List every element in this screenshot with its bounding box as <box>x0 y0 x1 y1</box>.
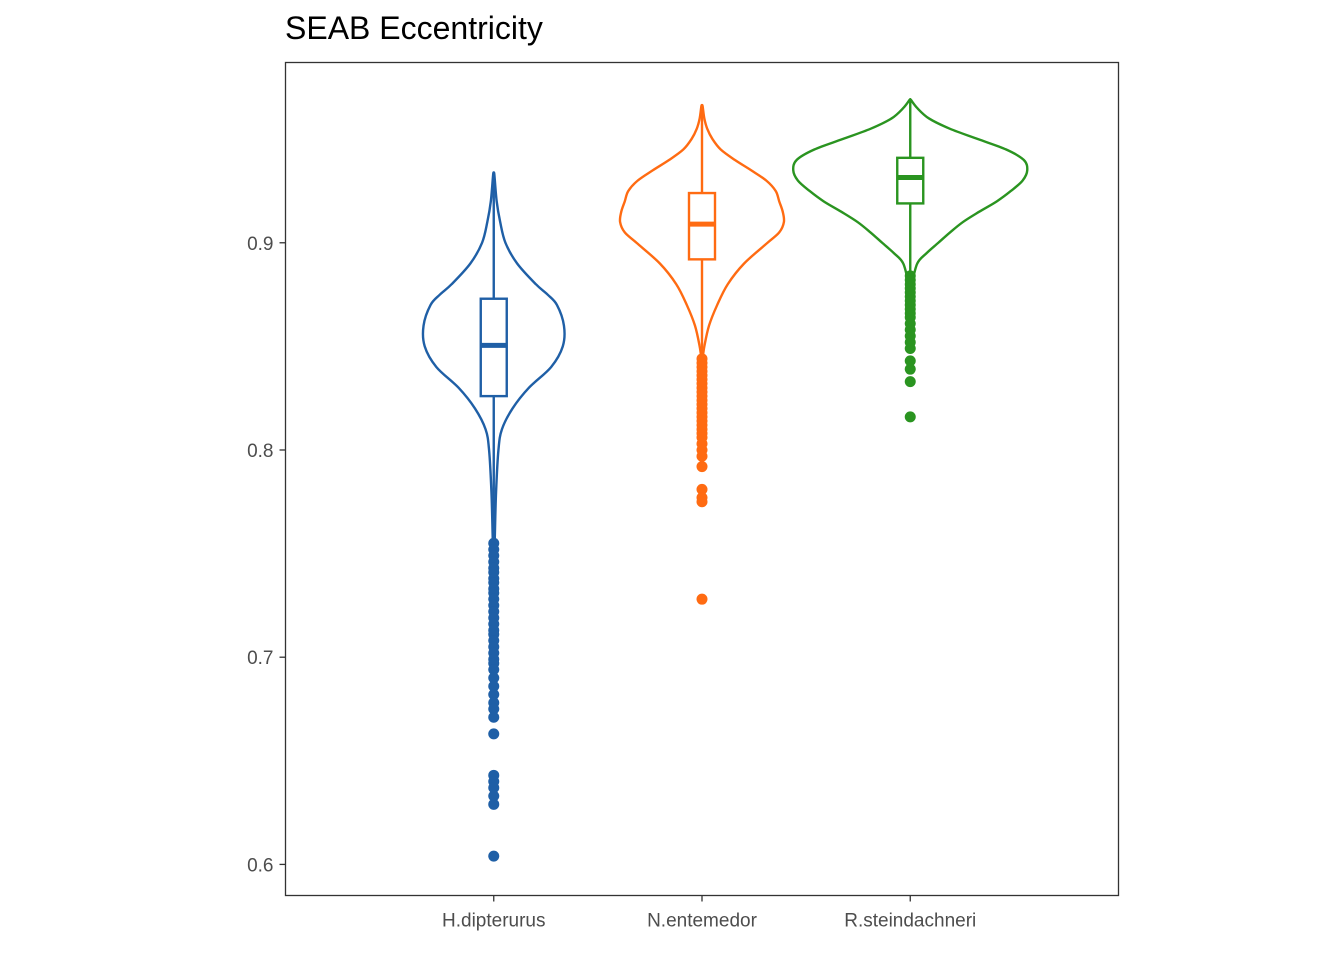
series-group-h-dipterurus <box>421 171 566 862</box>
plot-marks <box>421 97 1029 862</box>
y-tick-label: 0.7 <box>247 648 273 669</box>
y-tick-label: 0.8 <box>247 441 273 462</box>
outlier-point <box>904 376 916 388</box>
y-tick-label: 0.6 <box>247 855 273 876</box>
outlier-point <box>488 672 500 684</box>
series-group-n-entemedor <box>618 103 786 605</box>
x-axis: H.dipterurus N.entemedor R.steindachneri <box>442 895 976 932</box>
outlier-point <box>488 703 500 715</box>
outlier-point <box>488 798 500 810</box>
outlier-point <box>696 461 708 473</box>
outlier-point <box>904 363 916 375</box>
box-iqr <box>896 156 925 205</box>
outlier-point <box>904 411 916 423</box>
x-tick-label: R.steindachneri <box>844 911 976 932</box>
outlier-point <box>488 711 500 723</box>
outlier-point <box>488 664 500 676</box>
chart-title: SEAB Eccentricity <box>285 10 543 46</box>
outlier-point <box>696 483 708 495</box>
violin-outline <box>618 103 786 361</box>
outlier-point <box>488 728 500 740</box>
outlier-point <box>696 593 708 605</box>
outlier-point <box>488 790 500 802</box>
x-tick-label: H.dipterurus <box>442 911 546 932</box>
y-axis: 0.6 0.7 0.8 0.9 <box>247 234 286 876</box>
outlier-point <box>488 782 500 794</box>
y-tick-label: 0.9 <box>247 234 273 255</box>
outlier-point <box>488 850 500 862</box>
outlier-point <box>904 342 916 354</box>
outlier-point <box>696 496 708 508</box>
outlier-point <box>488 689 500 701</box>
outlier-point <box>696 450 708 462</box>
outlier-point <box>488 680 500 692</box>
outlier-point <box>904 355 916 367</box>
x-tick-label: N.entemedor <box>647 911 758 932</box>
series-group-r-steindachneri <box>791 97 1029 423</box>
